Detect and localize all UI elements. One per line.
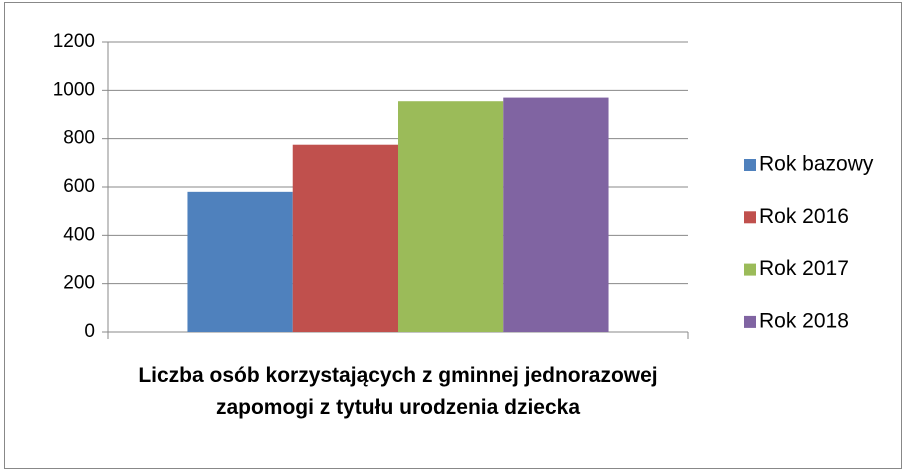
chart-border: [4, 2, 902, 469]
legend-label: Rok 2016: [759, 205, 849, 228]
bar: [187, 191, 293, 332]
legend-swatch: [744, 263, 756, 276]
y-tick-label: 600: [63, 176, 95, 197]
category-label: Liczba osób korzystających z gminnej jed…: [138, 364, 658, 419]
legend-label: Rok bazowy: [759, 153, 874, 176]
legend-label: Rok 2018: [759, 309, 849, 332]
legend-swatch: [744, 315, 756, 328]
y-tick-label: 1000: [53, 79, 95, 100]
legend-swatch: [744, 211, 756, 224]
bar: [503, 97, 609, 332]
bar: [292, 144, 398, 332]
y-tick-label: 400: [63, 224, 95, 245]
legend-label: Rok 2017: [759, 257, 849, 280]
y-tick-label: 800: [63, 128, 95, 149]
y-tick-label: 200: [63, 273, 95, 294]
bar: [398, 101, 504, 332]
legend-swatch: [744, 159, 756, 171]
y-tick-label: 0: [84, 321, 95, 342]
y-tick-label: 1200: [53, 31, 95, 52]
